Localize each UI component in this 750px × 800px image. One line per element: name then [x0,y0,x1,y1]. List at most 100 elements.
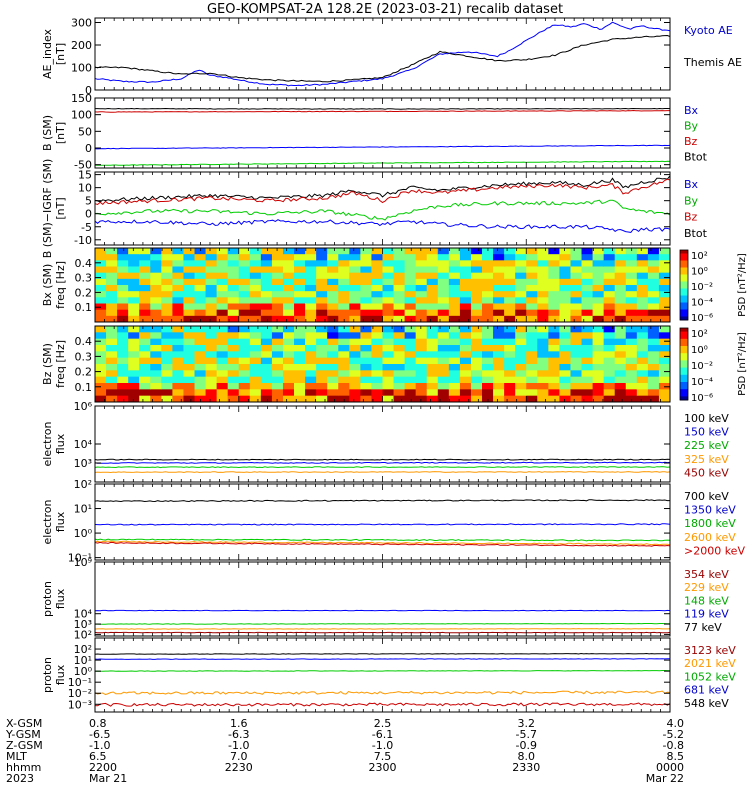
legend-entry: Bz [684,135,698,148]
spectrogram-cell [338,357,350,365]
spectrogram-cell [437,248,450,255]
spectrogram-cell [493,260,505,267]
spectrogram-cell [305,248,317,255]
spectrogram-cell [470,383,483,390]
spectrogram-cell [216,326,229,333]
spectrogram-cell [227,266,240,274]
spectrogram-cell [526,297,538,304]
colorbar-swatch [680,279,688,282]
spectrogram-cell [504,297,516,304]
spectrogram-cell [128,383,140,390]
spectrogram-cell [559,303,571,311]
spectrogram-cell [161,370,173,378]
spectrogram-cell [415,338,428,346]
legend-entry: 2021 keV [684,657,736,670]
spectrogram-cell [559,364,571,371]
spectrogram-cell [470,370,483,378]
spectrogram-cell [537,285,549,292]
spectrogram-cell [559,297,571,304]
spectrogram-cell [271,303,284,311]
spectrogram-cell [139,272,151,280]
spectrogram-cell [625,370,638,378]
spectrogram-cell [161,364,173,371]
spectrogram-cell [658,370,671,378]
spectrogram-cell [570,297,583,304]
spectrogram-cell [559,351,571,359]
spectrogram-cell [338,345,350,352]
spectrogram-cell [448,309,461,317]
y-tick-label: 10⁶ [74,400,93,413]
spectrogram-cell [625,389,638,397]
spectrogram-cell [139,266,151,274]
spectrogram-cell [515,345,527,352]
spectrogram-cell [371,376,383,384]
spectrogram-cell [470,272,483,280]
spectrogram-cell [216,376,229,384]
spectrogram-cell [194,285,207,292]
spectrogram-cell [426,248,439,255]
series-line-148-kev [95,622,671,625]
spectrogram-cell [393,376,406,384]
x-axis-value: 7.5 [374,750,392,763]
spectrogram-cell [227,326,240,333]
spectrogram-cell [194,370,207,378]
spectrogram-cell [493,357,505,365]
series-line-229-kev [94,628,671,630]
spectrogram-cell [382,345,395,352]
spectrogram-cell [305,254,317,261]
spectrogram-cell [559,389,571,397]
spectrogram-cell [360,248,372,255]
spectrogram-cell [448,370,461,378]
spectrogram-cell [581,376,594,384]
y-tick-label: 0 [85,142,92,155]
colorbar-swatch [680,338,688,342]
spectrogram-cell [294,278,306,286]
spectrogram-cell [393,309,406,317]
spectrogram-cell [515,351,527,359]
spectrogram-cell [636,266,649,274]
spectrogram-cell [106,315,118,323]
spectrogram-cell [172,297,184,304]
spectrogram-cell [625,364,638,371]
spectrogram-cell [249,315,262,323]
spectrogram-cell [150,351,162,359]
spectrogram-cell [205,285,218,292]
spectrogram-cell [393,395,406,403]
spectrogram-cell [415,389,428,397]
spectrogram-cell [338,297,350,304]
colorbar-swatch [680,258,688,261]
spectrogram-cell [437,326,450,333]
spectrogram-cell [404,351,417,359]
spectrogram-cell [548,260,560,267]
spectrogram-cell [139,254,151,261]
spectrogram-cell [360,338,372,346]
y-tick-label: 10¹ [74,503,92,516]
y-tick-label: -50 [74,159,92,172]
spectrogram-cell [614,297,627,304]
spectrogram-cell [459,326,472,333]
spectrogram-cell [470,326,483,333]
spectrogram-cell [614,248,627,255]
y-tick-label: 10⁻² [68,687,92,700]
spectrogram-cell [515,338,527,346]
spectrogram-cell [260,266,273,274]
spectrogram-cell [238,291,251,298]
spectrogram-cell [117,351,129,359]
spectrogram-cell [172,309,184,317]
spectrogram-cell [526,395,538,403]
spectrogram-cell [194,254,207,261]
colorbar-tick-label: 10⁻⁶ [691,393,713,404]
spectrogram-cell [515,278,527,286]
series-line--2000-kev [94,541,671,547]
spectrogram-cell [294,291,306,298]
spectrogram-cell [172,357,184,365]
spectrogram-cell [316,376,328,384]
spectrogram-cell [614,376,627,384]
spectrogram-cell [526,272,538,280]
spectrogram-cell [592,278,605,286]
spectrogram-cell [437,383,450,390]
spectrogram-cell [504,254,516,261]
spectrogram-cell [470,248,483,255]
